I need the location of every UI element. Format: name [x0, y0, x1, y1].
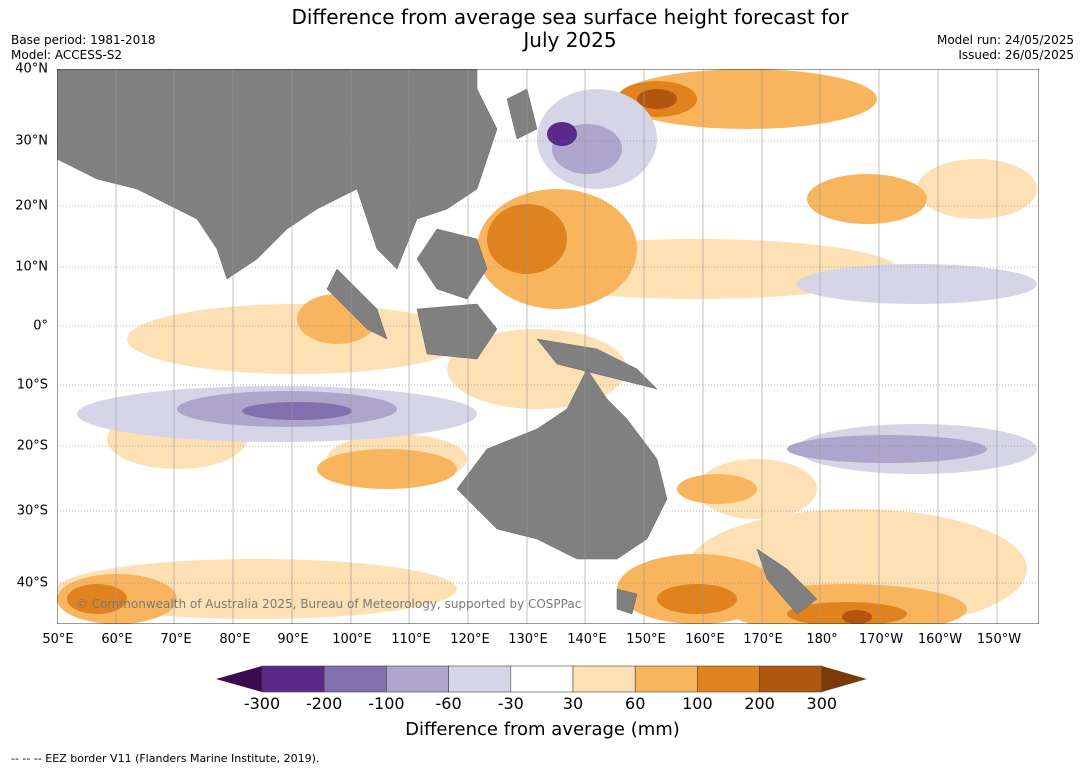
colorbar-segment — [448, 665, 512, 693]
x-tick-label: 120°E — [450, 632, 490, 647]
x-tick-label: 160°E — [685, 632, 725, 647]
issued-date: Issued: 26/05/2025 — [958, 48, 1074, 62]
land-masses — [57, 69, 818, 615]
colorbar-extend-low — [216, 666, 262, 692]
colorbar-tick-label: -30 — [497, 694, 524, 713]
x-tick-label: 170°E — [743, 632, 783, 647]
colorbar-tick-label: -100 — [368, 694, 405, 713]
title-line-1: Difference from average sea surface heig… — [291, 5, 849, 29]
x-tick-label: 100°E — [332, 632, 372, 647]
colorbar-tick-label: 60 — [625, 694, 646, 713]
y-tick-label: 30°S — [16, 503, 48, 519]
x-tick-label: 140°E — [567, 632, 607, 647]
model-run: Model run: 24/05/2025 — [936, 33, 1074, 47]
colorbar-extend-high — [821, 666, 867, 692]
copyright-credit: © Commonwealth of Australia 2025, Bureau… — [76, 597, 582, 611]
colorbar-tick-label: -60 — [435, 694, 462, 713]
colorbar-segment — [510, 665, 574, 693]
x-tick-label: 60°E — [101, 632, 133, 647]
x-tick-label: 50°E — [42, 632, 74, 647]
colorbar-segment — [323, 665, 387, 693]
colorbar-segment — [634, 665, 698, 693]
y-tick-label: 20°N — [15, 198, 48, 214]
x-tick-label: 80°E — [219, 632, 251, 647]
y-tick-label: 10°S — [16, 377, 48, 393]
colorbar-label: Difference from average (mm) — [405, 719, 680, 740]
sea-level-map — [57, 69, 1039, 624]
x-tick-label: 150°E — [626, 632, 666, 647]
colorbar-tick-label: -300 — [243, 694, 281, 713]
x-tick-label: 90°E — [277, 632, 309, 647]
x-tick-label: 150°W — [976, 632, 1022, 647]
colorbar-tick-label: 300 — [806, 694, 838, 713]
colorbar-tick-label: 100 — [682, 694, 713, 713]
x-tick-label: 110°E — [391, 632, 431, 647]
colorbar-tick-label: 30 — [562, 694, 584, 713]
colorbar-segment — [386, 665, 449, 693]
colorbar-segment — [261, 665, 325, 693]
colorbar-segment — [697, 665, 760, 693]
x-tick-label: 70°E — [160, 632, 192, 647]
y-tick-label: 40°N — [15, 61, 48, 77]
eez-footnote: -- -- -- EEZ border V11 (Flanders Marine… — [11, 752, 320, 765]
colorbar-segment — [572, 665, 636, 693]
y-tick-label: 20°S — [16, 438, 48, 454]
colorbar-tick-label: 200 — [744, 694, 775, 713]
x-tick-label: 170°W — [858, 632, 904, 647]
y-tick-label: 40°S — [16, 575, 48, 591]
y-tick-label: 10°N — [15, 259, 48, 275]
title-line-2: July 2025 — [523, 28, 617, 52]
x-tick-label: 160°W — [917, 632, 963, 647]
x-tick-label: 180° — [806, 632, 838, 647]
colorbar-segment — [759, 665, 823, 693]
y-tick-label: 0° — [33, 318, 48, 334]
y-tick-label: 30°N — [15, 133, 48, 149]
colorbar-tick-label: -200 — [306, 694, 343, 713]
colorbar — [216, 665, 867, 693]
graticule — [115, 69, 998, 624]
x-tick-label: 130°E — [508, 632, 548, 647]
base-period: Base period: 1981-2018 — [11, 33, 156, 47]
model-name: Model: ACCESS-S2 — [11, 48, 123, 62]
